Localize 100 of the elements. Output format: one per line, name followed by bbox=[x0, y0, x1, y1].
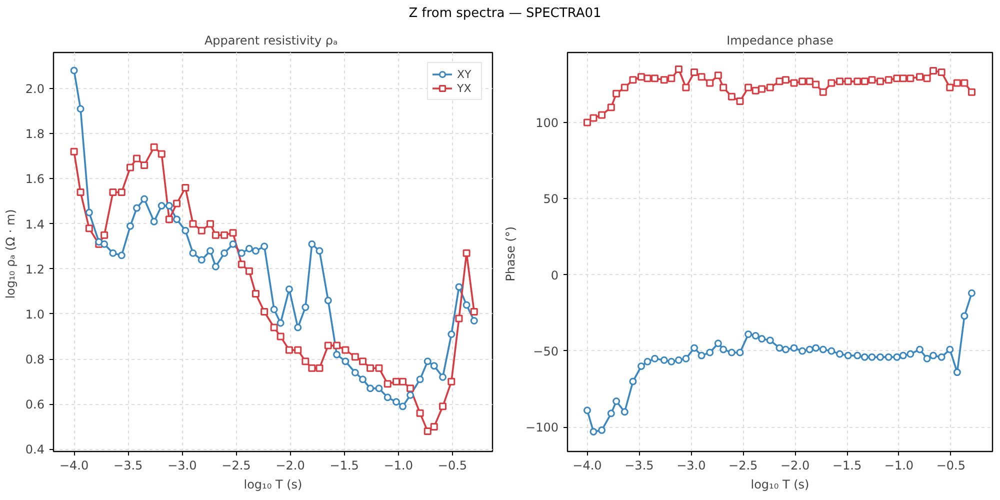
point bbox=[375, 384, 383, 392]
point bbox=[109, 249, 117, 257]
point bbox=[206, 220, 214, 228]
point bbox=[916, 346, 924, 354]
point bbox=[953, 79, 961, 87]
point bbox=[165, 216, 173, 224]
point bbox=[674, 66, 682, 73]
point bbox=[752, 332, 760, 340]
point bbox=[766, 84, 774, 92]
point bbox=[76, 188, 84, 196]
point bbox=[854, 78, 862, 86]
y-tick-label: −100 bbox=[526, 420, 559, 435]
point bbox=[276, 319, 284, 327]
point bbox=[70, 66, 78, 74]
y-tick-label: 0.8 bbox=[25, 352, 45, 367]
point bbox=[860, 78, 868, 86]
point bbox=[714, 340, 722, 348]
point bbox=[245, 244, 253, 252]
point bbox=[798, 347, 806, 355]
point bbox=[868, 353, 876, 361]
y-tick-label: 2.0 bbox=[25, 82, 45, 96]
legend-label: XY bbox=[457, 67, 472, 81]
x-tick-label: −1.0 bbox=[384, 458, 413, 472]
point bbox=[424, 358, 432, 366]
point bbox=[109, 188, 117, 196]
point bbox=[439, 402, 447, 410]
point bbox=[923, 74, 931, 82]
point bbox=[960, 79, 968, 87]
point bbox=[844, 78, 852, 86]
point bbox=[806, 78, 814, 86]
point bbox=[430, 422, 438, 430]
point bbox=[638, 362, 646, 370]
point bbox=[229, 240, 237, 248]
point bbox=[607, 104, 615, 112]
point bbox=[366, 384, 374, 392]
point bbox=[294, 346, 302, 354]
point bbox=[189, 220, 197, 228]
point bbox=[906, 74, 914, 82]
point bbox=[953, 368, 961, 376]
point bbox=[430, 362, 438, 370]
point bbox=[406, 391, 414, 399]
point bbox=[182, 184, 190, 192]
point bbox=[776, 344, 784, 352]
point bbox=[238, 249, 246, 257]
point bbox=[706, 348, 714, 356]
point bbox=[607, 410, 615, 418]
point bbox=[126, 222, 134, 230]
point bbox=[674, 356, 682, 364]
point bbox=[206, 247, 214, 255]
point bbox=[946, 346, 954, 354]
point bbox=[899, 352, 907, 360]
point bbox=[819, 346, 827, 354]
point bbox=[660, 356, 668, 364]
point bbox=[462, 249, 470, 257]
point bbox=[392, 378, 400, 386]
point bbox=[828, 79, 836, 87]
chart-title: Impedance phase bbox=[726, 34, 834, 48]
point bbox=[448, 330, 456, 338]
x-tick-label: −3.5 bbox=[624, 458, 654, 472]
point bbox=[651, 74, 659, 82]
point bbox=[173, 216, 181, 224]
point bbox=[333, 342, 341, 350]
point bbox=[302, 358, 310, 366]
point bbox=[375, 364, 383, 372]
point bbox=[612, 90, 620, 98]
point bbox=[812, 80, 820, 88]
point bbox=[406, 384, 414, 392]
point bbox=[876, 353, 884, 361]
point bbox=[620, 408, 628, 416]
point bbox=[133, 154, 141, 162]
point bbox=[212, 231, 220, 239]
point bbox=[126, 164, 134, 172]
point bbox=[651, 354, 659, 362]
point bbox=[744, 330, 752, 338]
y-tick-label: 1.4 bbox=[25, 217, 45, 232]
point bbox=[260, 308, 268, 316]
point bbox=[308, 364, 316, 372]
point bbox=[668, 74, 676, 82]
point bbox=[682, 84, 690, 92]
point bbox=[140, 161, 148, 169]
point bbox=[899, 74, 907, 82]
point bbox=[790, 344, 798, 352]
x-tick-label: −4.0 bbox=[572, 458, 602, 472]
x-tick-label: −1.0 bbox=[884, 458, 914, 472]
point bbox=[158, 202, 166, 210]
point bbox=[706, 79, 714, 87]
x-tick-label: −1.5 bbox=[330, 458, 359, 472]
x-tick-label: −3.0 bbox=[676, 458, 706, 472]
y-axis-title: Phase (°) bbox=[504, 226, 518, 282]
point bbox=[294, 324, 302, 332]
point bbox=[844, 352, 852, 360]
point bbox=[876, 78, 884, 86]
point bbox=[598, 111, 606, 119]
point bbox=[133, 204, 141, 212]
point bbox=[930, 352, 938, 360]
x-tick-label: −2.5 bbox=[728, 458, 758, 472]
x-tick-label: −4.0 bbox=[59, 458, 89, 472]
point bbox=[384, 394, 392, 402]
x-tick-label: −2.5 bbox=[222, 458, 251, 472]
point bbox=[590, 114, 598, 122]
